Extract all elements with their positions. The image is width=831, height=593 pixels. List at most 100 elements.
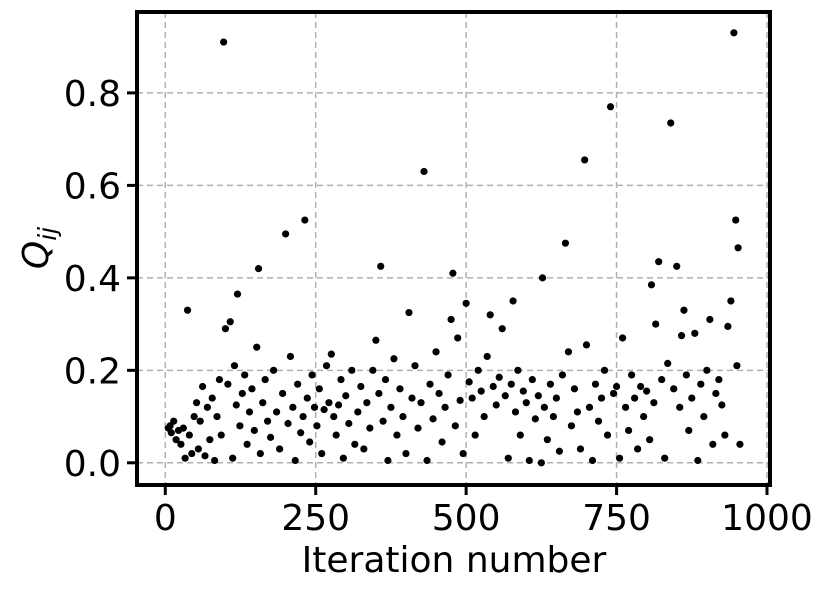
point: [643, 387, 651, 395]
point: [528, 375, 536, 384]
point: [196, 417, 204, 425]
point: [514, 366, 522, 374]
y-tick-label: 0.8: [64, 74, 121, 115]
point: [327, 350, 335, 358]
point: [315, 385, 323, 393]
point: [655, 258, 663, 266]
point: [183, 306, 192, 314]
y-tick-label: 0.2: [64, 351, 121, 392]
point: [366, 424, 374, 432]
point: [266, 433, 275, 441]
point: [694, 456, 702, 465]
point: [552, 394, 560, 402]
point: [348, 366, 356, 374]
point: [618, 334, 627, 342]
point: [432, 348, 440, 356]
point: [700, 412, 708, 421]
point: [449, 269, 457, 277]
point: [284, 419, 292, 428]
point: [570, 385, 579, 393]
point: [269, 366, 278, 374]
point: [730, 29, 738, 37]
point: [477, 387, 485, 395]
point: [591, 380, 600, 388]
point: [438, 438, 446, 446]
point: [330, 412, 338, 421]
point: [254, 265, 263, 273]
point: [384, 456, 392, 465]
point: [396, 385, 404, 393]
point: [301, 216, 309, 224]
point: [522, 399, 530, 407]
point: [297, 429, 305, 437]
point: [724, 322, 732, 331]
point: [667, 119, 675, 127]
point: [354, 408, 362, 416]
point: [519, 387, 527, 395]
point: [441, 403, 449, 411]
point: [721, 431, 729, 439]
point: [177, 440, 185, 448]
point: [286, 352, 295, 361]
point: [357, 382, 365, 391]
point: [631, 394, 639, 402]
point: [676, 403, 684, 411]
point: [486, 311, 494, 319]
point: [224, 380, 232, 388]
point: [279, 389, 287, 398]
point: [456, 396, 464, 404]
point: [241, 371, 249, 379]
point: [615, 454, 624, 462]
point: [226, 318, 234, 326]
point: [203, 403, 212, 411]
point: [652, 320, 660, 328]
point: [190, 412, 198, 421]
point: [372, 336, 380, 344]
point: [734, 244, 742, 252]
point: [351, 440, 359, 448]
point: [429, 415, 437, 423]
point: [215, 375, 224, 384]
point: [727, 297, 735, 305]
point: [435, 389, 443, 398]
point: [459, 449, 467, 458]
point: [426, 380, 434, 388]
point: [709, 440, 717, 448]
point: [230, 362, 239, 370]
point: [399, 412, 407, 421]
point: [561, 239, 570, 247]
point: [238, 389, 246, 398]
y-tick-label: 0.6: [64, 166, 121, 207]
point: [360, 445, 368, 453]
point: [661, 454, 669, 462]
point: [483, 352, 491, 361]
point: [167, 429, 175, 437]
point: [381, 375, 390, 384]
point: [294, 380, 302, 388]
point: [390, 355, 398, 363]
y-axis-label-main: Q: [16, 241, 57, 269]
point: [650, 399, 658, 407]
point: [320, 406, 328, 414]
point: [179, 424, 187, 432]
point: [474, 366, 482, 374]
point: [688, 394, 696, 402]
point: [334, 401, 343, 409]
point: [691, 329, 699, 337]
point: [420, 167, 428, 176]
point: [221, 325, 230, 333]
point: [303, 394, 311, 402]
point: [276, 445, 284, 453]
point: [291, 456, 299, 465]
point: [444, 371, 452, 379]
point: [582, 341, 591, 349]
point: [232, 401, 240, 409]
point: [393, 431, 401, 439]
point: [375, 389, 383, 398]
point: [185, 431, 193, 439]
point: [703, 366, 711, 374]
point: [588, 456, 597, 465]
point: [423, 456, 431, 465]
point: [198, 382, 207, 391]
